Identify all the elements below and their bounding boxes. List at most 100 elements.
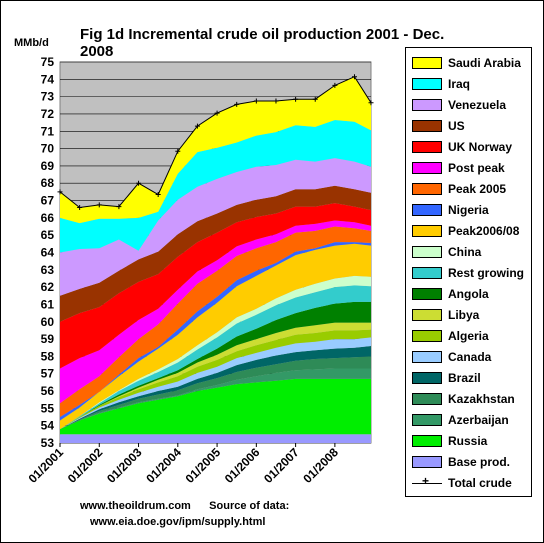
legend-label: Iraq xyxy=(448,76,471,91)
y-tick-label: 54 xyxy=(41,419,55,433)
legend-item-rest-growing: Rest growing xyxy=(412,262,524,283)
legend-label: US xyxy=(448,118,465,133)
legend-label: Peak2006/08 xyxy=(448,223,520,238)
legend-item-peak-2005: Peak 2005 xyxy=(412,178,506,199)
y-tick-label: 71 xyxy=(41,124,55,138)
area-peak2006-08 xyxy=(60,243,371,430)
total-crude-marker xyxy=(253,98,259,104)
legend-item-post-peak: Post peak xyxy=(412,157,505,178)
legend-swatch xyxy=(412,119,442,132)
legend-label: Total crude xyxy=(448,475,512,490)
legend-label: Canada xyxy=(448,349,492,364)
legend-swatch xyxy=(412,182,442,195)
area-kazakhstan xyxy=(60,356,371,430)
total-crude-marker xyxy=(77,204,83,210)
source-label: Source of data: xyxy=(209,500,290,512)
x-axis: 01/200101/200201/200301/200401/200501/20… xyxy=(26,443,341,486)
legend-item-nigeria: Nigeria xyxy=(412,199,489,220)
area-rest-growing xyxy=(60,285,371,430)
y-tick-label: 59 xyxy=(41,332,55,346)
y-tick-label: 61 xyxy=(41,297,55,311)
chart-title: Fig 1d Incremental crude oil production … xyxy=(80,26,445,60)
y-tick-label: 70 xyxy=(41,142,55,156)
legend-item-kazakhstan: Kazakhstan xyxy=(412,388,515,409)
legend-label: UK Norway xyxy=(448,139,513,154)
legend-item-angola: Angola xyxy=(412,283,489,304)
area-venezuela xyxy=(60,158,371,296)
legend-swatch xyxy=(412,308,442,321)
total-crude-marker xyxy=(136,180,142,186)
source-url: www.eia.doe.gov/ipm/supply.html xyxy=(90,516,266,528)
legend: Saudi Arabia Iraq Venezuela US UK Norway Post… xyxy=(405,47,532,497)
legend-label: Kazakhstan xyxy=(448,391,515,406)
total-crude-marker xyxy=(234,101,240,107)
legend-swatch xyxy=(412,371,442,384)
legend-label: Nigeria xyxy=(448,202,489,217)
total-crude-marker xyxy=(332,82,338,88)
y-tick-label: 66 xyxy=(41,211,55,225)
stacked-areas xyxy=(60,76,371,443)
legend-item-iraq: Iraq xyxy=(412,73,470,94)
total-crude-marker xyxy=(116,204,122,210)
total-crude-marker xyxy=(368,100,374,106)
legend-swatch xyxy=(412,266,442,279)
legend-label: Azerbaijan xyxy=(448,412,509,427)
y-tick-label: 68 xyxy=(41,176,55,190)
total-crude-marker xyxy=(312,96,318,102)
legend-swatch xyxy=(412,350,442,363)
total-crude-marker xyxy=(96,202,102,208)
legend-item-russia: Russia xyxy=(412,430,487,451)
y-tick-label: 75 xyxy=(41,55,55,69)
y-tick-label: 63 xyxy=(41,263,55,277)
legend-label: Peak 2005 xyxy=(448,181,507,196)
area-azerbaijan xyxy=(60,368,371,430)
legend-swatch xyxy=(412,98,442,111)
x-tick-label: 01/2004 xyxy=(143,445,184,486)
legend-swatch xyxy=(412,77,442,90)
total-crude-marker xyxy=(293,96,299,102)
area-uk-norway xyxy=(60,203,371,369)
y-tick-label: 65 xyxy=(41,228,55,242)
site-label: www.theoildrum.com xyxy=(80,500,191,512)
area-russia xyxy=(60,378,371,435)
legend-item-algeria: Algeria xyxy=(412,325,489,346)
legend-label: Venezuela xyxy=(448,97,507,112)
source-note: www.theoildrum.com Source of data: www.e… xyxy=(80,498,289,530)
y-tick-label: 55 xyxy=(41,401,55,415)
legend-item-libya: Libya xyxy=(412,304,479,325)
area-angola xyxy=(60,301,371,430)
x-tick-label: 01/2005 xyxy=(183,445,224,486)
legend-item-uk-norway: UK Norway xyxy=(412,136,512,157)
x-tick-label: 01/2008 xyxy=(300,445,341,486)
legend-swatch xyxy=(412,392,442,405)
total-crude-marker xyxy=(273,98,279,104)
legend-swatch xyxy=(412,140,442,153)
legend-label: Algeria xyxy=(448,328,489,343)
total-crude-marker xyxy=(57,189,63,195)
y-tick-label: 60 xyxy=(41,315,55,329)
area-us xyxy=(60,185,371,322)
legend-label: Angola xyxy=(448,286,489,301)
legend-label: Saudi Arabia xyxy=(448,55,521,70)
total-crude-marker xyxy=(175,148,181,154)
legend-label: Base prod. xyxy=(448,454,511,469)
y-axis-unit-label: MMb/d xyxy=(14,37,49,49)
y-tick-label: 67 xyxy=(41,194,55,208)
y-tick-label: 69 xyxy=(41,159,55,173)
x-tick-label: 01/2007 xyxy=(261,445,302,486)
legend-item-azerbaijan: Azerbaijan xyxy=(412,409,509,430)
y-tick-label: 74 xyxy=(41,72,55,86)
y-tick-label: 57 xyxy=(41,367,55,381)
total-crude-marker xyxy=(214,110,220,116)
legend-item-peak2006-08: Peak2006/08 xyxy=(412,220,519,241)
legend-item-china: China xyxy=(412,241,481,262)
legend-swatch xyxy=(412,203,442,216)
legend-item-total-crude: Total crude xyxy=(412,472,512,493)
total-crude-line xyxy=(57,74,374,210)
legend-swatch xyxy=(412,56,442,69)
x-tick-label: 01/2003 xyxy=(104,445,145,486)
legend-label: Libya xyxy=(448,307,480,322)
y-tick-label: 58 xyxy=(41,349,55,363)
legend-swatch xyxy=(412,455,442,468)
